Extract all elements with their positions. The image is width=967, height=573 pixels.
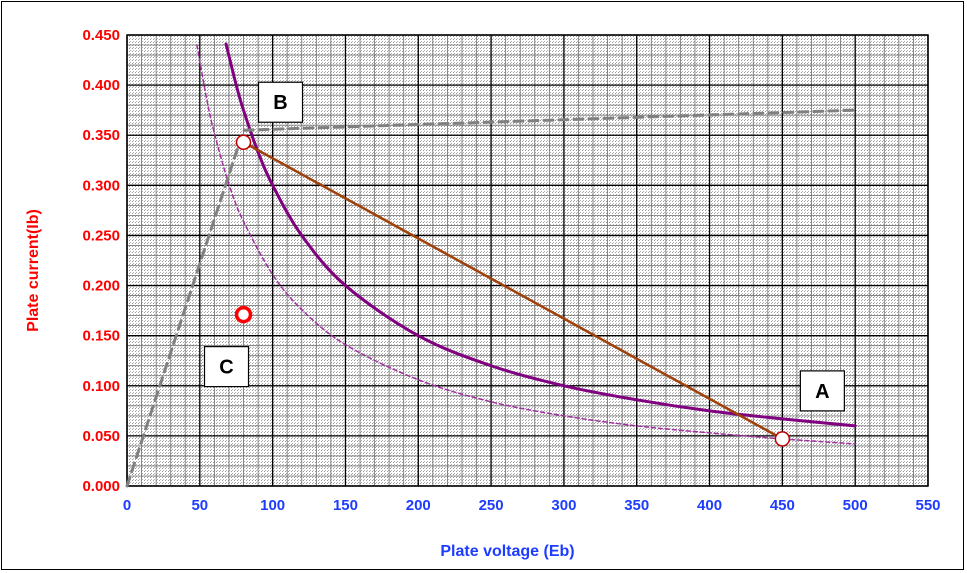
x-axis-title: Plate voltage (Eb) [440, 543, 574, 560]
point-marker-c [234, 305, 253, 324]
x-axis-ticks: 0 50 100 150 200 250 300 350 400 450 500 550 [123, 497, 941, 514]
x-tick-label: 0 [123, 497, 131, 514]
x-tick-label: 450 [770, 497, 795, 514]
x-tick-label: 100 [260, 497, 285, 514]
y-tick-label: 0.000 [82, 478, 120, 495]
point-label-c: C [219, 357, 233, 379]
x-tick-label: 550 [915, 497, 940, 514]
x-tick-label: 250 [479, 497, 504, 514]
x-tick-label: 50 [191, 497, 208, 514]
x-tick-label: 300 [551, 497, 576, 514]
y-tick-label: 0.450 [82, 27, 120, 44]
load-line [242, 140, 784, 441]
x-tick-label: 400 [697, 497, 722, 514]
y-tick-label: 0.400 [82, 77, 120, 94]
y-tick-label: 0.350 [82, 127, 120, 144]
x-tick-label: 150 [333, 497, 358, 514]
x-tick-label: 200 [406, 497, 431, 514]
plot-background [127, 35, 928, 486]
point-marker-b [235, 134, 252, 150]
point-label-a: A [815, 381, 829, 403]
clip-line [125, 108, 857, 488]
point-label-box-c [203, 346, 250, 388]
plot-border [126, 34, 929, 487]
y-tick-label: 0.150 [82, 328, 120, 345]
plot-area [127, 35, 928, 486]
y-tick-label: 0.250 [82, 227, 120, 244]
y-tick-label: 0.050 [82, 428, 120, 445]
major-gridlines [126, 34, 929, 487]
y-tick-label: 0.100 [82, 378, 120, 395]
series-layer [125, 42, 857, 488]
point-label-b: B [273, 92, 287, 114]
x-tick-label: 350 [624, 497, 649, 514]
point-marker-a [774, 431, 791, 447]
dissipation-curve [224, 42, 857, 428]
dissipation-curve-dashed [196, 44, 856, 445]
x-tick-label: 500 [843, 497, 868, 514]
points-layer: B A C [203, 81, 845, 447]
y-axis-ticks: 0.000 0.050 0.100 0.150 0.200 0.250 0.300 0.350… [82, 27, 120, 495]
y-tick-label: 0.300 [82, 177, 120, 194]
y-tick-label: 0.200 [82, 278, 120, 295]
y-axis-title: Plate current(Ib) [25, 209, 42, 332]
point-label-box-a [799, 370, 845, 412]
point-label-box-b [257, 81, 304, 123]
